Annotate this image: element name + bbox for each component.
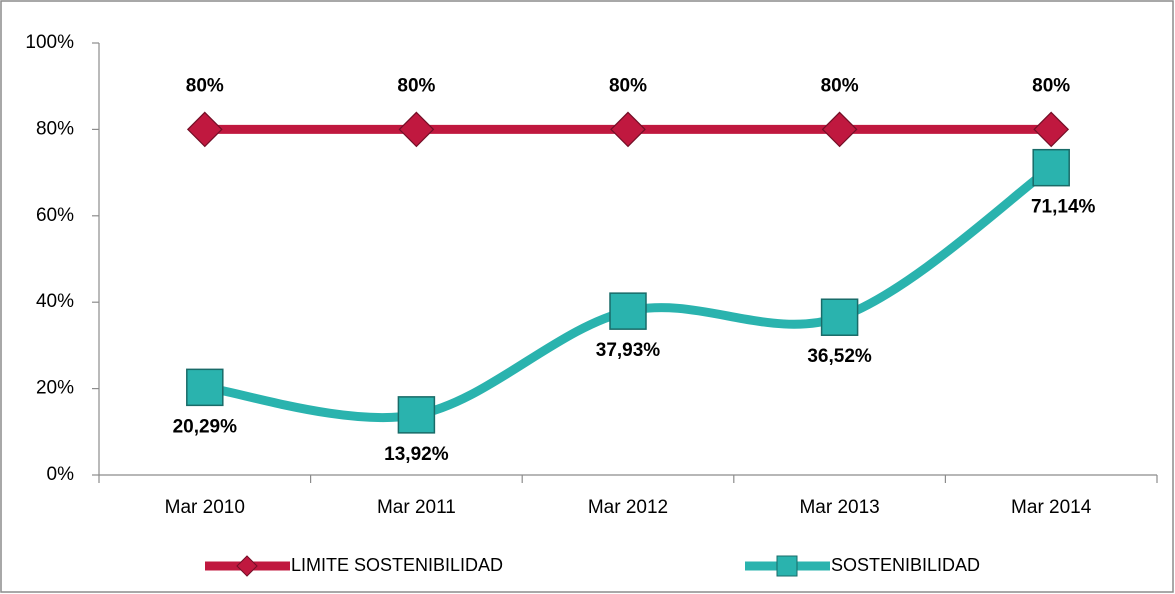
data-label: 80% xyxy=(186,75,224,96)
y-tick-label: 40% xyxy=(36,291,74,312)
data-point xyxy=(397,396,436,434)
data-label: 80% xyxy=(821,75,859,96)
x-tick-label: Mar 2013 xyxy=(799,497,879,518)
y-tick-label: 0% xyxy=(47,464,75,485)
x-tick-label: Mar 2012 xyxy=(588,497,668,518)
x-tick-label: Mar 2010 xyxy=(165,497,245,518)
legend-marker xyxy=(236,555,258,577)
legend-marker xyxy=(776,555,798,577)
data-label: 80% xyxy=(609,75,647,96)
data-point xyxy=(610,111,646,148)
data-label: 80% xyxy=(1032,75,1070,96)
data-point xyxy=(1032,148,1070,187)
legend-label: LIMITE SOSTENIBILIDAD xyxy=(291,555,503,575)
data-label: 80% xyxy=(397,75,435,96)
data-point xyxy=(186,368,224,407)
data-label: 20,29% xyxy=(173,416,238,437)
y-tick-label: 80% xyxy=(36,118,74,139)
data-point xyxy=(398,111,435,148)
data-label: 37,93% xyxy=(596,340,661,361)
data-point xyxy=(1033,111,1070,148)
data-point xyxy=(820,298,859,336)
y-tick-label: 60% xyxy=(36,205,74,226)
data-point xyxy=(609,292,647,330)
data-point xyxy=(186,111,223,148)
data-point xyxy=(821,111,858,148)
data-label: 71,14% xyxy=(1031,197,1096,218)
y-tick-label: 20% xyxy=(36,378,74,399)
legend-label: SOSTENIBILIDAD xyxy=(831,555,980,575)
x-tick-label: Mar 2011 xyxy=(377,497,456,518)
data-label: 36,52% xyxy=(807,346,872,367)
x-tick-label: Mar 2014 xyxy=(1011,497,1092,518)
y-tick-label: 100% xyxy=(25,32,74,53)
data-label: 13,92% xyxy=(384,444,449,465)
